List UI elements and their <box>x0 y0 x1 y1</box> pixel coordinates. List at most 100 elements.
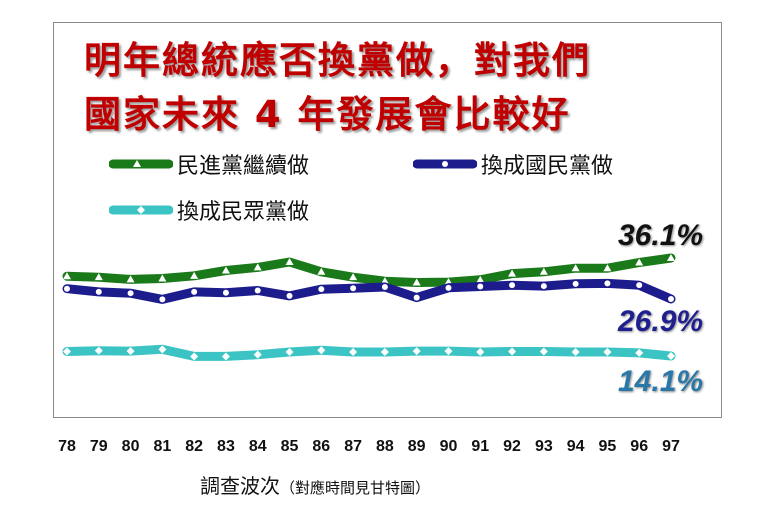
end-label-kmt: 26.9% <box>618 305 704 338</box>
legend-item-tpp: 換成民眾黨做 <box>109 194 309 226</box>
data-point-s1-93 <box>539 267 548 275</box>
x-tick-label-92: 92 <box>503 438 521 455</box>
data-point-s3-90 <box>444 347 453 356</box>
data-point-s1-97 <box>667 254 675 261</box>
data-point-s3-87 <box>349 347 358 356</box>
data-point-s2-91 <box>477 283 484 290</box>
x-tick-label-87: 87 <box>344 438 362 455</box>
data-point-s1-88 <box>380 277 389 285</box>
data-point-s3-93 <box>539 347 548 356</box>
data-point-s3-82 <box>190 352 199 361</box>
x-tick-label-78: 78 <box>58 438 76 455</box>
data-point-s3-79 <box>94 346 103 355</box>
end-label-tpp: 14.1% <box>618 365 704 398</box>
data-point-s1-82 <box>190 271 199 279</box>
data-point-s2-80 <box>127 290 134 297</box>
data-point-s1-83 <box>221 266 230 274</box>
chart-title-line2: 國家未來 4 年發展會比較好 <box>84 93 571 136</box>
data-point-s3-95 <box>603 347 612 356</box>
data-point-s2-95 <box>604 280 611 287</box>
x-tick-label-93: 93 <box>535 438 553 455</box>
x-tick-label-80: 80 <box>122 438 140 455</box>
data-point-s2-97 <box>668 295 674 302</box>
data-point-s2-84 <box>254 287 261 294</box>
x-axis-label: 調查波次（對應時間見甘特圖） <box>200 470 430 499</box>
data-point-s3-85 <box>285 347 294 356</box>
legend-label-tpp: 換成民眾黨做 <box>177 200 310 225</box>
data-point-s3-92 <box>508 347 517 356</box>
x-tick-label-89: 89 <box>408 438 426 455</box>
data-point-s1-87 <box>349 273 358 281</box>
legend-swatch-dpp <box>109 159 173 169</box>
data-point-s3-84 <box>253 350 262 359</box>
data-point-s2-86 <box>318 286 325 293</box>
series-line-1 <box>62 253 676 287</box>
data-point-s1-96 <box>635 258 644 266</box>
data-point-s3-89 <box>412 347 421 356</box>
x-axis-title: 調查波次 <box>200 474 280 498</box>
x-tick-label-81: 81 <box>153 438 171 455</box>
data-point-s2-85 <box>286 292 293 299</box>
x-tick-label-97: 97 <box>662 438 680 455</box>
data-point-s3-88 <box>380 347 389 356</box>
series-line-2 <box>62 278 676 304</box>
data-point-s3-94 <box>571 347 580 356</box>
x-axis-note: （對應時間見甘特圖） <box>280 479 431 497</box>
data-point-s1-91 <box>476 275 485 283</box>
data-point-s3-80 <box>126 347 135 356</box>
x-tick-label-96: 96 <box>630 438 648 455</box>
data-point-s2-89 <box>413 294 420 301</box>
legend-swatch-tpp <box>109 205 173 215</box>
data-point-s1-92 <box>508 269 517 277</box>
data-point-s2-96 <box>636 282 643 289</box>
x-tick-label-82: 82 <box>185 438 203 455</box>
chart-title-line1: 明年總統應否換黨做，對我們 <box>84 39 591 82</box>
data-point-s1-79 <box>94 273 103 281</box>
data-point-s2-81 <box>159 296 166 303</box>
data-point-s2-88 <box>381 283 388 290</box>
x-tick-label-79: 79 <box>90 438 108 455</box>
data-point-s2-79 <box>95 288 102 295</box>
data-point-s3-91 <box>476 347 485 356</box>
data-point-s3-81 <box>158 345 167 354</box>
data-point-s2-83 <box>222 289 229 296</box>
x-tick-label-88: 88 <box>376 438 394 455</box>
data-point-s1-84 <box>253 263 262 271</box>
data-point-s1-78 <box>63 272 71 280</box>
x-tick-label-86: 86 <box>312 438 330 455</box>
x-tick-label-94: 94 <box>567 438 585 455</box>
data-point-s3-78 <box>63 347 71 356</box>
end-label-dpp: 36.1% <box>618 219 704 252</box>
data-point-s1-89 <box>412 278 421 286</box>
data-point-s2-82 <box>191 288 198 295</box>
data-point-s1-86 <box>317 267 326 275</box>
x-tick-label-90: 90 <box>440 438 458 455</box>
legend-item-dpp: 民進黨繼續做 <box>109 148 309 180</box>
data-point-s3-83 <box>221 352 230 361</box>
x-tick-label-95: 95 <box>599 438 617 455</box>
data-point-s1-95 <box>603 264 612 272</box>
data-point-s3-86 <box>317 346 326 355</box>
x-tick-label-83: 83 <box>217 438 235 455</box>
data-point-s2-93 <box>540 283 547 290</box>
data-point-s1-80 <box>126 275 135 283</box>
data-point-s2-92 <box>509 282 516 289</box>
x-tick-label-84: 84 <box>249 438 267 455</box>
series-line-3 <box>62 344 676 361</box>
legend-label-kmt: 換成國民黨做 <box>481 154 614 179</box>
data-point-s1-81 <box>158 274 167 282</box>
data-point-s1-94 <box>571 264 580 272</box>
legend-swatch-kmt <box>413 159 477 169</box>
x-tick-label-85: 85 <box>281 438 299 455</box>
data-point-s3-96 <box>635 348 644 357</box>
legend-label-dpp: 民進黨繼續做 <box>177 154 310 179</box>
data-point-s2-78 <box>64 285 70 292</box>
data-point-s1-85 <box>285 258 294 266</box>
data-point-s2-94 <box>572 280 579 287</box>
legend-item-kmt: 換成國民黨做 <box>413 148 613 180</box>
data-point-s3-97 <box>667 352 675 360</box>
x-tick-label-91: 91 <box>471 438 489 455</box>
data-point-s2-90 <box>445 284 452 291</box>
data-point-s2-87 <box>350 285 357 292</box>
